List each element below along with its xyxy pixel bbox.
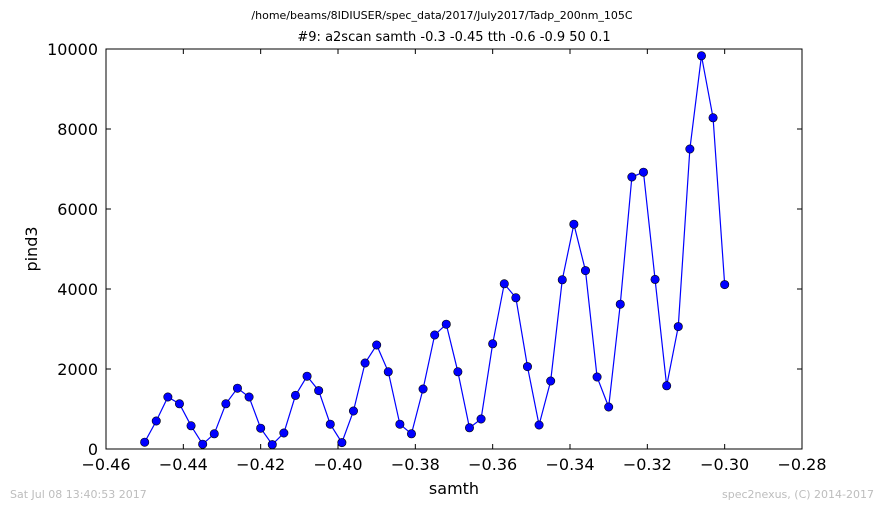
data-point: [418, 384, 428, 394]
data-point: [592, 372, 602, 382]
data-point: [290, 390, 300, 400]
data-point: [673, 322, 683, 332]
chart-title: #9: a2scan samth -0.3 -0.45 tth -0.6 -0.…: [297, 30, 611, 45]
data-point: [604, 402, 614, 412]
data-point: [627, 172, 637, 182]
x-tick-label: −0.44: [159, 455, 208, 474]
data-point: [244, 392, 254, 402]
x-tick-label: −0.36: [468, 455, 517, 474]
data-point: [534, 420, 544, 430]
data-point: [662, 381, 672, 391]
x-axis-label: samth: [429, 479, 479, 498]
x-tick-label: −0.46: [81, 455, 130, 474]
data-point: [360, 358, 370, 368]
data-point: [615, 299, 625, 309]
data-point: [221, 399, 231, 409]
data-point: [140, 437, 150, 447]
y-tick-label: 2000: [57, 360, 98, 379]
data-point: [696, 51, 706, 61]
data-point: [488, 339, 498, 349]
data-point: [383, 367, 393, 377]
data-point: [464, 423, 474, 433]
data-point: [302, 371, 312, 381]
data-point: [174, 399, 184, 409]
data-point: [209, 429, 219, 439]
data-point: [325, 419, 335, 429]
data-point: [476, 414, 486, 424]
plot-area: [140, 51, 730, 450]
data-point: [546, 376, 556, 386]
y-tick-label: 6000: [57, 200, 98, 219]
timestamp-footer: Sat Jul 08 13:40:53 2017: [10, 488, 147, 501]
x-tick-label: −0.40: [313, 455, 362, 474]
x-tick-label: −0.28: [777, 455, 826, 474]
y-tick-label: 8000: [57, 120, 98, 139]
data-point: [511, 293, 521, 303]
data-point: [720, 280, 730, 290]
data-point: [522, 362, 532, 372]
x-tick-label: −0.42: [236, 455, 285, 474]
figure-suptitle: /home/beams/8IDIUSER/spec_data/2017/July…: [251, 9, 633, 22]
data-point: [557, 275, 567, 285]
data-point: [569, 219, 579, 229]
y-tick-label: 4000: [57, 280, 98, 299]
data-point: [499, 279, 509, 289]
y-tick-label: 10000: [47, 40, 98, 59]
data-point: [430, 330, 440, 340]
axes-frame: [105, 48, 803, 450]
data-point: [453, 367, 463, 377]
data-point: [163, 392, 173, 402]
x-tick-label: −0.32: [623, 455, 672, 474]
series-line: [144, 55, 726, 446]
data-point: [348, 406, 358, 416]
data-point: [267, 440, 277, 450]
data-point: [151, 416, 161, 426]
x-tick-label: −0.34: [545, 455, 594, 474]
y-axis-label: pind3: [22, 226, 41, 271]
x-axis: −0.46 −0.44 −0.42 −0.40 −0.38 −0.36 −0.34 −0.32…: [81, 49, 827, 474]
data-point: [685, 144, 695, 154]
data-point: [337, 438, 347, 448]
credit-footer: spec2nexus, (C) 2014-2017: [722, 488, 874, 501]
data-point: [650, 274, 660, 284]
data-point: [372, 340, 382, 350]
data-point: [279, 428, 289, 438]
data-point: [580, 266, 590, 276]
x-tick-label: −0.38: [391, 455, 440, 474]
y-axis: 0 2000 4000 6000 8000 10000: [47, 40, 802, 459]
data-point: [708, 113, 718, 123]
data-point: [232, 383, 242, 393]
data-point: [314, 386, 324, 396]
data-point: [441, 319, 451, 329]
data-point: [256, 423, 266, 433]
data-point: [406, 429, 416, 439]
data-point: [186, 421, 196, 431]
y-tick-label: 0: [88, 440, 98, 459]
data-point: [638, 167, 648, 177]
x-tick-label: −0.30: [700, 455, 749, 474]
data-point: [198, 439, 208, 449]
data-point: [395, 419, 405, 429]
